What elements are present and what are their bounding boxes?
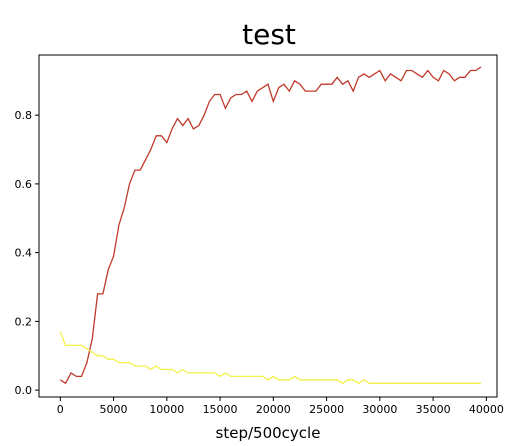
series-layer (59, 66, 482, 385)
x-tick-label: 5000 (100, 403, 128, 416)
x-tick-label: 10000 (149, 403, 184, 416)
y-tick-label: 0.4 (15, 247, 33, 260)
y-tick-label: 0.0 (15, 384, 33, 397)
y-tick-label: 0.6 (15, 178, 33, 191)
x-axis: 0 5000 10000 15000 20000 25000 30000 35000 40000 (57, 397, 504, 416)
plot-area: 0 5000 10000 15000 20000 25000 30000 35000 40000… (15, 54, 504, 416)
y-axis: 0.0 0.2 0.4 0.6 0.8 (15, 109, 39, 397)
series-line-2 (59, 331, 481, 385)
x-tick-label: 30000 (362, 403, 397, 416)
series-line-1 (59, 66, 482, 385)
x-tick-label: 25000 (309, 403, 344, 416)
y-tick-label: 0.2 (15, 315, 33, 328)
x-axis-label: step/500cycle (216, 424, 321, 442)
x-tick-label: 0 (57, 403, 64, 416)
x-tick-label: 15000 (203, 403, 238, 416)
x-tick-label: 20000 (256, 403, 291, 416)
x-tick-label: 40000 (469, 403, 504, 416)
x-tick-label: 35000 (416, 403, 451, 416)
chart-title: test (242, 18, 296, 51)
axes-frame (38, 54, 498, 398)
y-tick-label: 0.8 (15, 109, 33, 122)
